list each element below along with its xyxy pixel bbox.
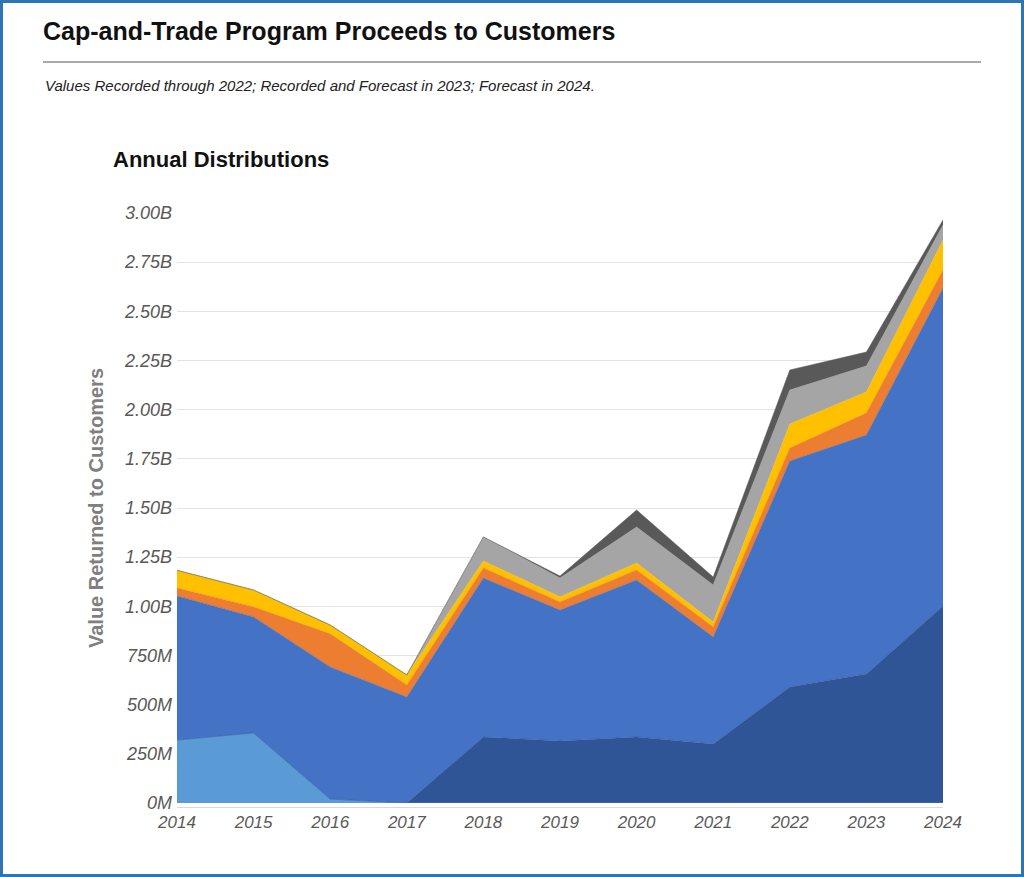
svg-text:2021: 2021	[693, 813, 732, 832]
svg-text:1.25B: 1.25B	[125, 547, 172, 567]
svg-text:2.75B: 2.75B	[124, 252, 172, 272]
svg-text:2.25B: 2.25B	[124, 351, 172, 371]
svg-text:2014: 2014	[157, 813, 196, 832]
svg-text:750M: 750M	[127, 646, 172, 666]
svg-text:0M: 0M	[147, 793, 172, 813]
svg-text:Annual Distributions: Annual Distributions	[113, 147, 329, 172]
svg-text:2018: 2018	[463, 813, 502, 832]
svg-text:2.00B: 2.00B	[124, 400, 172, 420]
svg-text:2019: 2019	[540, 813, 579, 832]
svg-text:2016: 2016	[310, 813, 349, 832]
svg-text:2015: 2015	[234, 813, 273, 832]
svg-text:500M: 500M	[127, 695, 172, 715]
svg-text:Value Returned to Customers: Value Returned to Customers	[85, 368, 107, 648]
svg-text:250M: 250M	[126, 744, 172, 764]
svg-text:2020: 2020	[617, 813, 656, 832]
svg-text:Cap-and-Trade Program Proceeds: Cap-and-Trade Program Proceeds to Custom…	[43, 17, 615, 45]
svg-text:1.75B: 1.75B	[125, 449, 172, 469]
svg-text:Values Recorded through 2022;: Values Recorded through 2022; Recorded a…	[45, 77, 595, 94]
svg-text:2.50B: 2.50B	[124, 302, 172, 322]
svg-text:1.00B: 1.00B	[125, 597, 172, 617]
svg-text:3.00B: 3.00B	[125, 203, 172, 223]
svg-text:2023: 2023	[846, 813, 885, 832]
svg-text:2024: 2024	[923, 813, 962, 832]
svg-text:1.50B: 1.50B	[125, 498, 172, 518]
svg-text:2017: 2017	[387, 813, 426, 832]
svg-text:2022: 2022	[770, 813, 809, 832]
